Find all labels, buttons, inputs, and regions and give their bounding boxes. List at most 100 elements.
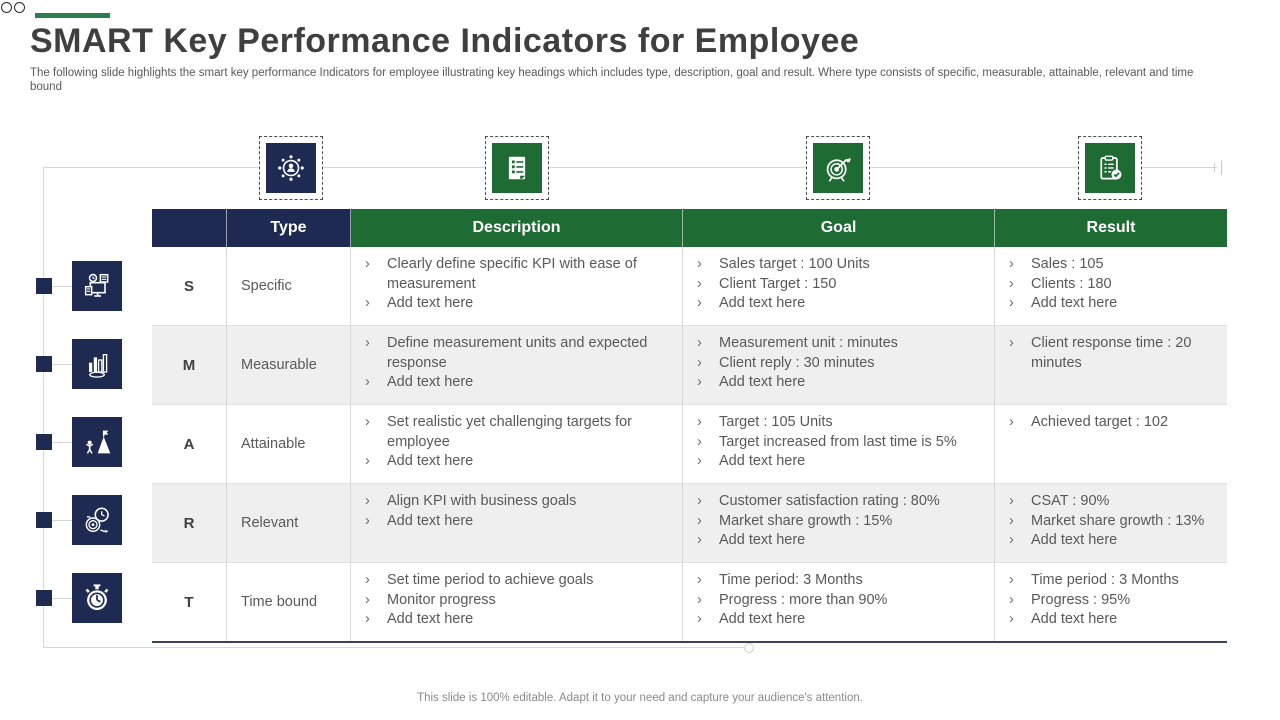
bullet-item: › Sales target : 100 Units (697, 255, 986, 275)
connector-line-bottom (43, 647, 744, 648)
bullet-text: Align KPI with business goals (387, 493, 577, 509)
description-cell: › Align KPI with business goals › Add text … (351, 484, 683, 562)
bullet-item: › Define measurement units and expected r… (365, 334, 674, 373)
bullet-text: Add text here (387, 374, 474, 390)
accent-dash (35, 13, 110, 18)
bullet-item: › Market share growth : 13% (1009, 512, 1219, 532)
line-end-tick (1214, 163, 1215, 172)
bullet-item: › Progress : more than 90% (697, 591, 986, 611)
chevron-bullet-icon: › (1009, 611, 1014, 627)
mountain-achievement-icon (72, 417, 122, 467)
devices-monitor-icon (72, 261, 122, 311)
chevron-bullet-icon: › (697, 295, 702, 311)
clock-target-icon (72, 495, 122, 545)
connector-square (36, 590, 52, 606)
bullet-text: Clients : 180 (1031, 275, 1112, 292)
bullet-item: › Align KPI with business goals (365, 492, 674, 512)
type-column-icon-frame (259, 136, 323, 200)
column-header-type: Type (227, 209, 351, 247)
chevron-bullet-icon: › (365, 591, 370, 608)
bullet-item: › Sales : 105 (1009, 255, 1219, 275)
table-row: S Specific › Clearly define specific KPI … (152, 247, 1227, 325)
bullet-item: › Add text here (365, 294, 674, 314)
description-cell: › Set time period to achieve goals › Monito… (351, 563, 683, 641)
row-marker-relevant (36, 495, 122, 545)
bullet-text: Client Target : 150 (719, 275, 837, 292)
type-cell: Specific (227, 247, 351, 325)
slide-subtitle: The following slide highlights the smart… (30, 67, 1194, 93)
bullet-text: Client response time : 20 minutes (1031, 335, 1192, 371)
chevron-bullet-icon: › (365, 512, 370, 529)
chevron-bullet-icon: › (697, 572, 702, 588)
connector-line-left (43, 167, 44, 648)
goal-cell: › Measurement unit : minutes › Client reply… (683, 326, 995, 404)
connector-line-top (43, 167, 1217, 168)
connector-square (36, 356, 52, 372)
bullet-item: › Add text here (697, 452, 986, 472)
bullet-item: › Clearly define specific KPI with ease o… (365, 255, 674, 294)
kpi-table: Type Description Goal Result S Specific … (152, 209, 1227, 643)
description-cell: › Clearly define specific KPI with ease o… (351, 247, 683, 325)
bar-chart-icon (72, 339, 122, 389)
description-cell: › Set realistic yet challenging targets f… (351, 405, 683, 483)
chevron-bullet-icon: › (1009, 532, 1014, 548)
chevron-bullet-icon: › (1009, 591, 1014, 608)
goal-cell: › Customer satisfaction rating : 80% › Mark… (683, 484, 995, 562)
bullet-item: › Time period : 3 Months (1009, 571, 1219, 591)
type-cell: Measurable (227, 326, 351, 404)
letter-cell: M (152, 326, 227, 404)
row-marker-measurable (36, 339, 122, 389)
result-cell: › Time period : 3 Months › Progress : 95% › A… (995, 563, 1227, 641)
result-cell: › Achieved target : 102 (995, 405, 1227, 483)
description-cell: › Define measurement units and expected r… (351, 326, 683, 404)
checklist-document-icon (492, 143, 542, 193)
bullet-item: › Market share growth : 15% (697, 512, 986, 532)
bullet-text: Add text here (1031, 611, 1118, 627)
row-marker-time-bound (36, 573, 122, 623)
result-cell: › Sales : 105 › Clients : 180 › Add text here (995, 247, 1227, 325)
chevron-bullet-icon: › (1009, 493, 1014, 509)
bullet-item: › Customer satisfaction rating : 80% (697, 492, 986, 512)
chevron-bullet-icon: › (697, 335, 702, 351)
chevron-bullet-icon: › (697, 611, 702, 627)
bullet-text: Progress : more than 90% (719, 591, 888, 608)
goal-cell: › Sales target : 100 Units › Client Target … (683, 247, 995, 325)
chevron-bullet-icon: › (697, 414, 702, 430)
bullet-text: Market share growth : 13% (1031, 512, 1205, 529)
chevron-bullet-icon: › (1009, 256, 1014, 272)
chevron-bullet-icon: › (365, 335, 370, 351)
goal-cell: › Target : 105 Units › Target increased fro… (683, 405, 995, 483)
goal-column-icon-frame (806, 136, 870, 200)
bullet-item: › Add text here (365, 373, 674, 393)
bullet-text: Achieved target : 102 (1031, 414, 1169, 430)
chevron-bullet-icon: › (697, 374, 702, 390)
chevron-bullet-icon: › (697, 433, 702, 450)
bullet-item: › Client Target : 150 (697, 275, 986, 295)
goal-cell: › Time period: 3 Months › Progress : more t… (683, 563, 995, 641)
bullet-item: › Measurement unit : minutes (697, 334, 986, 354)
connector-square (36, 434, 52, 450)
stopwatch-icon (72, 573, 122, 623)
bullet-text: Time period : 3 Months (1031, 572, 1179, 588)
bullet-text: Progress : 95% (1031, 591, 1131, 608)
bullet-text: Sales target : 100 Units (719, 256, 870, 272)
bullet-item: › Client reply : 30 minutes (697, 354, 986, 374)
connector-line (52, 286, 72, 287)
bullet-text: Customer satisfaction rating : 80% (719, 493, 940, 509)
bullet-item: › Time period: 3 Months (697, 571, 986, 591)
bullet-text: Add text here (719, 295, 806, 311)
bullet-text: Market share growth : 15% (719, 512, 893, 529)
column-header-goal: Goal (683, 209, 995, 247)
connector-line (52, 598, 72, 599)
letter-cell: A (152, 405, 227, 483)
chevron-bullet-icon: › (365, 572, 370, 588)
chevron-bullet-icon: › (365, 493, 370, 509)
bullet-text: Add text here (387, 295, 474, 311)
chevron-bullet-icon: › (365, 374, 370, 390)
bullet-text: Client reply : 30 minutes (719, 354, 875, 371)
chevron-bullet-icon: › (1009, 335, 1014, 351)
bullet-item: › Achieved target : 102 (1009, 413, 1219, 433)
bullet-item: › Add text here (365, 610, 674, 630)
chevron-bullet-icon: › (1009, 295, 1014, 311)
